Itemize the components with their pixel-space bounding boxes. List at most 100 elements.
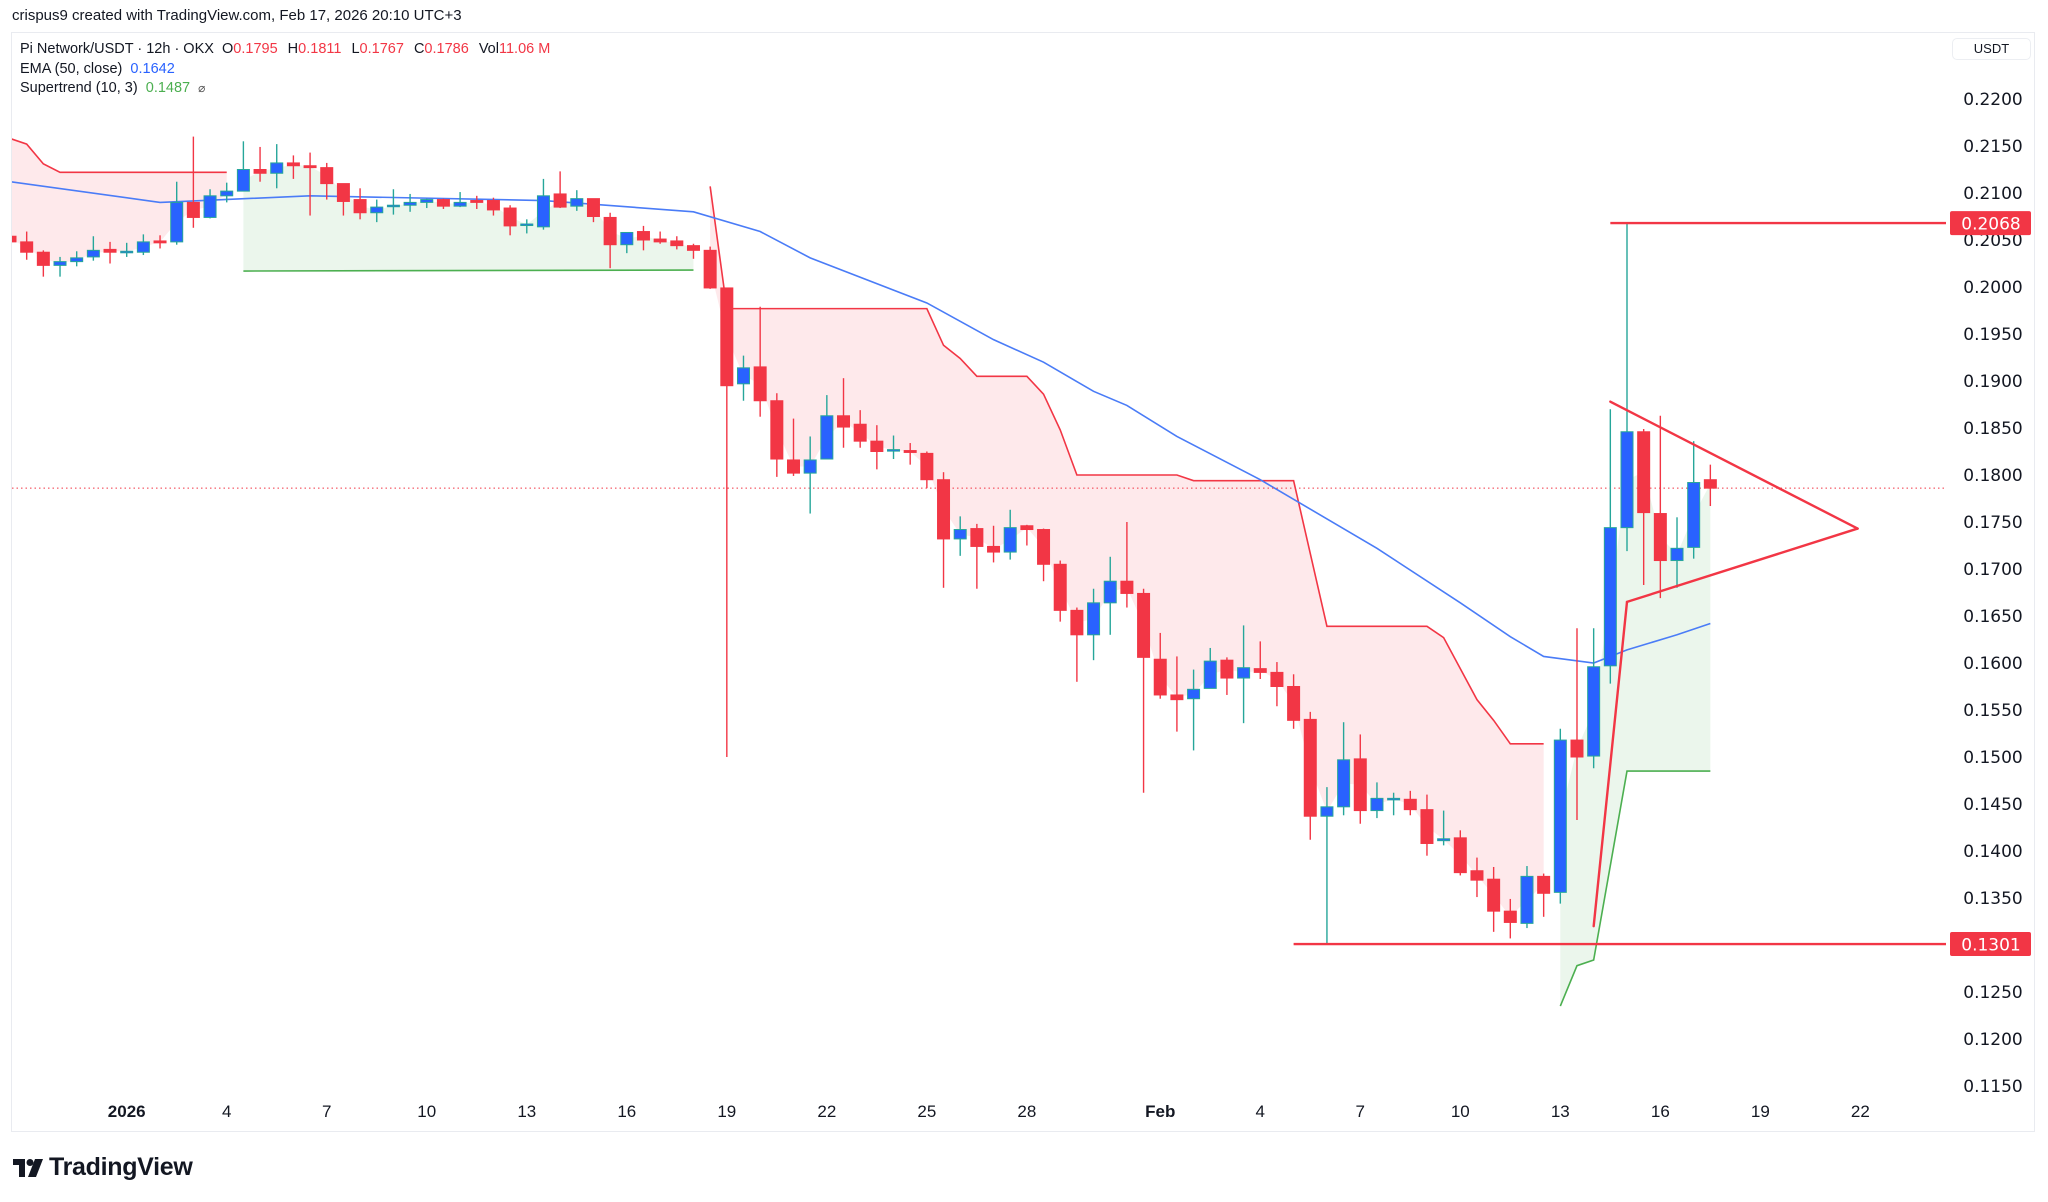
- candle-body: [1320, 806, 1334, 817]
- candle-body: [86, 249, 100, 258]
- candle-body: [120, 250, 134, 254]
- candle-body: [753, 366, 767, 402]
- candle: [1003, 509, 1017, 560]
- candle: [570, 190, 584, 211]
- currency-selector[interactable]: USDT: [1952, 38, 2031, 60]
- candle-body: [720, 287, 734, 387]
- candle: [1487, 866, 1501, 932]
- supertrend-value: 0.1487: [145, 80, 191, 96]
- candle-body: [253, 169, 267, 174]
- candle: [803, 436, 817, 514]
- price-tick-label: 0.2050: [1963, 231, 2022, 251]
- candle-body: [1653, 513, 1667, 562]
- candle-body: [520, 223, 534, 227]
- supertrend-lines: [12, 138, 1711, 1007]
- time-tick-label: 19: [717, 1102, 736, 1121]
- candle-body: [887, 449, 901, 452]
- candle-body: [370, 206, 384, 214]
- candle: [336, 183, 350, 216]
- candle: [20, 231, 34, 260]
- drawings[interactable]: [1293, 221, 1946, 946]
- candle: [1137, 588, 1151, 793]
- candle-body: [903, 450, 917, 453]
- candle: [1070, 607, 1084, 682]
- time-axis[interactable]: 2026 4 7 10 13 16 19 22 25 28 Feb 4 7 10 13 16 19 22: [108, 1102, 1870, 1121]
- candle: [1637, 428, 1651, 585]
- low-value: 0.1767: [359, 41, 404, 57]
- candle-body: [703, 249, 717, 289]
- candle-body: [1603, 527, 1617, 667]
- time-tick-label: 10: [417, 1102, 436, 1121]
- high-value: 0.1811: [298, 41, 342, 57]
- candle-body: [353, 199, 367, 214]
- supertrend-line-down: [12, 138, 227, 174]
- candle-body: [820, 415, 834, 460]
- candle: [153, 235, 167, 249]
- candle: [403, 193, 417, 212]
- candle: [953, 516, 967, 556]
- candle: [1453, 830, 1467, 876]
- candle: [436, 198, 450, 209]
- candle: [270, 144, 284, 189]
- candle-body: [987, 545, 1001, 553]
- candle: [686, 243, 700, 259]
- candle-body: [1053, 563, 1067, 611]
- candle-body: [653, 238, 667, 243]
- candle-body: [1070, 609, 1084, 636]
- hidden-values-icon[interactable]: ⌀: [198, 81, 206, 95]
- symbol-title[interactable]: Pi Network/USDT · 12h · OKX: [20, 41, 214, 57]
- price-axis[interactable]: 0.2200 0.2150 0.2100 0.2050 0.2000 0.1950 0.19…: [1963, 90, 2022, 1097]
- candle: [120, 242, 134, 257]
- candle-body: [803, 459, 817, 474]
- candle: [1670, 517, 1684, 588]
- candle: [1170, 656, 1184, 732]
- candle: [1287, 674, 1301, 729]
- candle-body: [1703, 479, 1717, 489]
- supertrend-fills: [12, 139, 1711, 1007]
- candle-body: [1470, 870, 1484, 881]
- low-label: L: [351, 41, 360, 57]
- candle-body: [1237, 667, 1251, 679]
- tradingview-logo[interactable]: TradingView: [13, 1153, 193, 1182]
- candle: [420, 198, 434, 209]
- candle-body: [953, 529, 967, 540]
- candle: [1470, 857, 1484, 898]
- candle: [1103, 556, 1117, 635]
- candle-body: [603, 216, 617, 246]
- candle-body: [1037, 529, 1051, 565]
- price-tick-label: 0.1850: [1963, 419, 2022, 439]
- price-tick-label: 0.2200: [1963, 90, 2022, 110]
- candle-body: [436, 199, 450, 207]
- candle: [653, 231, 667, 244]
- candle-body: [1537, 875, 1551, 894]
- candle: [1537, 873, 1551, 917]
- legend-supertrend-row[interactable]: Supertrend (10, 3) 0.1487 ⌀: [20, 79, 550, 99]
- candle-body: [787, 459, 800, 474]
- candle-body: [420, 199, 434, 203]
- legend-ema-row[interactable]: EMA (50, close) 0.1642: [20, 60, 550, 80]
- candle: [1403, 790, 1417, 816]
- candle-body: [1003, 527, 1017, 553]
- candle: [1037, 528, 1051, 582]
- candle-body: [1270, 671, 1284, 688]
- candle-body: [336, 183, 350, 202]
- candle: [987, 525, 1001, 563]
- candle: [1270, 662, 1284, 707]
- supertrend-label: Supertrend (10, 3): [20, 80, 138, 96]
- candle-body: [1220, 659, 1234, 679]
- triangle-lower-trendline: [1625, 527, 1859, 604]
- candle-body: [1020, 525, 1034, 531]
- ema-line: [12, 181, 1711, 664]
- candle-body: [1153, 658, 1167, 696]
- candle: [853, 410, 867, 448]
- candle: [370, 199, 384, 223]
- candle: [1503, 898, 1517, 939]
- candle-body: [1520, 875, 1534, 924]
- tradingview-logo-text: TradingView: [49, 1153, 193, 1181]
- time-tick-label: 22: [817, 1102, 836, 1121]
- candle-body: [536, 195, 550, 228]
- candle: [1353, 734, 1367, 824]
- time-tick-label: 10: [1451, 1102, 1470, 1121]
- candle-body: [970, 528, 984, 547]
